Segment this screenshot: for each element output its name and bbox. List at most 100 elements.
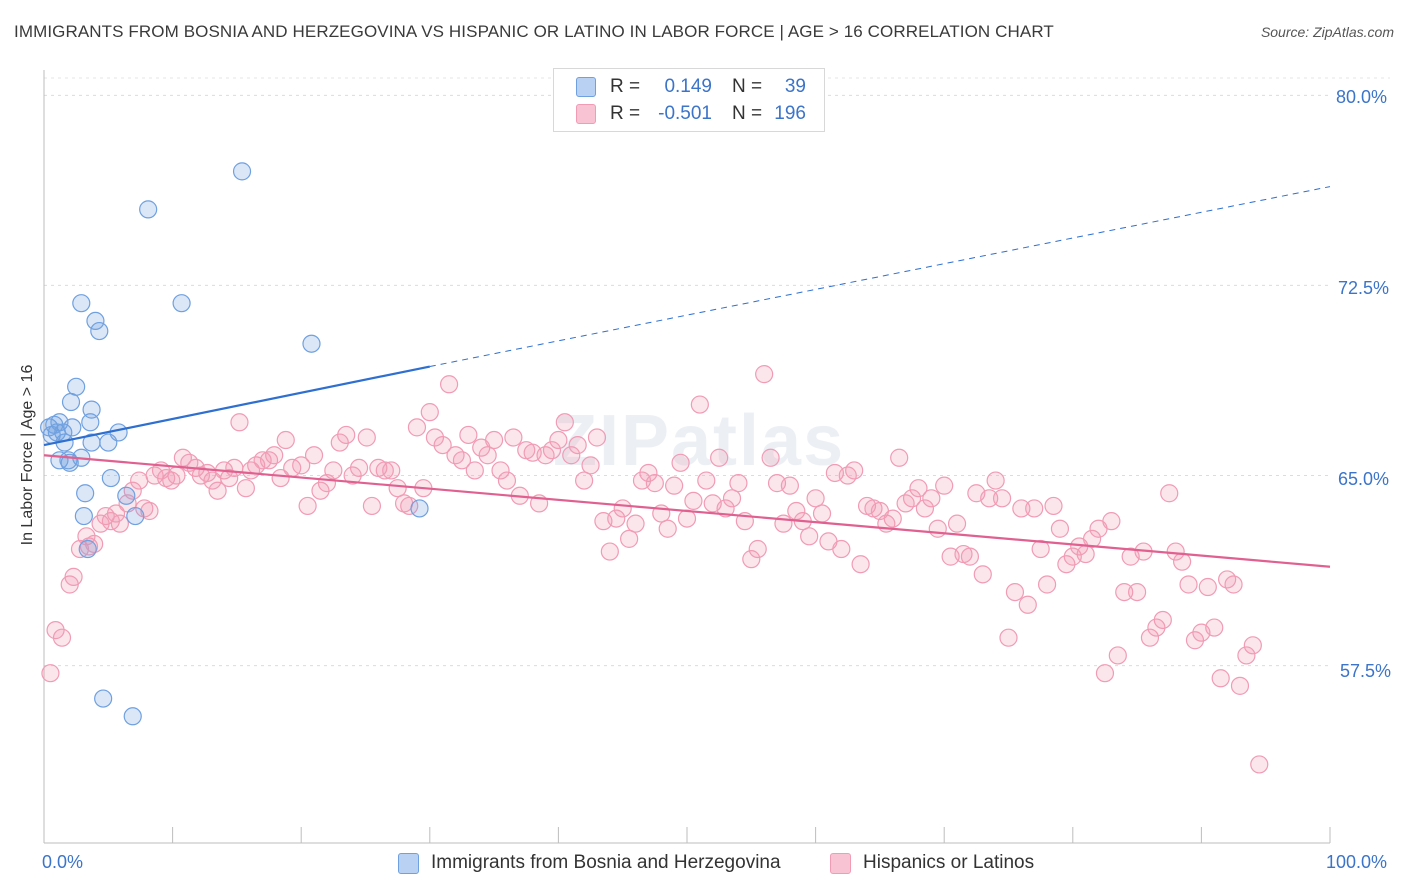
legend-label: Immigrants from Bosnia and Herzegovina <box>431 852 781 873</box>
data-point-bosnia <box>67 377 86 396</box>
data-point-hispanic <box>928 519 947 538</box>
data-point-hispanic <box>1037 575 1057 594</box>
data-point-bosnia <box>126 506 145 526</box>
data-point-hispanic <box>220 468 239 488</box>
y-tick-label-72-5: 72.5% <box>1338 278 1390 298</box>
data-point-hispanic <box>980 489 999 508</box>
data-point-hispanic <box>1095 664 1115 683</box>
data-point-bosnia <box>74 506 93 526</box>
legend-item-hispanic: Hispanics or Latinos <box>830 852 1034 874</box>
data-point-hispanic <box>1076 544 1095 564</box>
watermark-logo: ZIPatlas <box>553 401 846 481</box>
legend-swatch-blue <box>576 77 596 97</box>
data-point-hispanic <box>690 395 709 414</box>
data-point-hispanic <box>52 628 72 647</box>
data-point-hispanic <box>230 413 249 432</box>
data-point-bosnia <box>109 423 128 442</box>
data-point-hispanic <box>902 489 922 508</box>
data-point-hispanic <box>106 504 126 523</box>
data-point-hispanic <box>1250 755 1269 774</box>
data-point-hispanic <box>671 453 690 472</box>
data-point-bosnia <box>78 539 97 559</box>
data-point-bosnia <box>82 400 101 419</box>
x-tick-label-end: 100.0% <box>1326 852 1388 872</box>
data-point-hispanic <box>253 451 272 470</box>
data-point-bosnia <box>94 689 113 708</box>
data-point-hispanic <box>742 550 761 569</box>
data-point-hispanic <box>337 425 356 445</box>
data-point-hispanic <box>64 567 83 586</box>
data-point-hispanic <box>1205 618 1224 637</box>
data-point-hispanic <box>375 461 394 480</box>
legend-row-hispanic: R = -0.501 N = 196 <box>576 102 806 126</box>
data-point-hispanic <box>1224 575 1243 594</box>
data-point-hispanic <box>271 468 290 488</box>
data-point-hispanic <box>259 451 279 470</box>
data-point-hispanic <box>542 441 562 460</box>
legend-swatch-pink <box>576 104 596 124</box>
data-point-hispanic <box>581 456 600 475</box>
data-point-hispanic <box>265 446 284 465</box>
data-point-hispanic <box>800 527 819 546</box>
data-point-hispanic <box>992 489 1012 508</box>
data-point-hispanic <box>110 514 129 533</box>
data-point-bosnia <box>61 392 81 412</box>
chart-title: IMMIGRANTS FROM BOSNIA AND HERZEGOVINA V… <box>14 22 1054 41</box>
data-point-hispanic <box>276 430 295 450</box>
data-point-hispanic <box>812 504 832 523</box>
data-point-hispanic <box>986 471 1005 490</box>
data-point-hispanic <box>343 466 362 485</box>
data-point-hispanic <box>407 418 427 437</box>
data-point-hispanic <box>162 471 181 490</box>
data-point-hispanic <box>665 476 684 495</box>
data-point-hispanic <box>452 451 472 470</box>
data-point-hispanic <box>684 491 703 510</box>
data-point-hispanic <box>575 471 594 490</box>
data-point-hispanic <box>1147 618 1166 637</box>
data-point-bosnia <box>76 484 95 503</box>
data-point-hispanic <box>382 461 401 480</box>
data-point-hispanic <box>1230 676 1250 695</box>
data-point-hispanic <box>1198 577 1217 597</box>
data-point-hispanic <box>1050 519 1070 538</box>
y-axis-label: In Labor Force | Age > 16 <box>19 364 36 546</box>
data-point-hispanic <box>130 471 149 490</box>
data-point-hispanic <box>645 474 664 493</box>
data-point-hispanic <box>613 499 632 518</box>
correlation-legend: R = 0.149 N = 39 R = -0.501 N = 196 <box>553 68 825 132</box>
data-point-hispanic <box>46 621 65 640</box>
data-point-hispanic <box>1160 484 1179 503</box>
data-point-hispanic <box>639 463 658 483</box>
data-point-hispanic <box>1115 582 1134 602</box>
data-point-hispanic <box>806 489 825 508</box>
data-point-hispanic <box>620 529 639 548</box>
data-point-hispanic <box>915 499 935 518</box>
r-label: R = <box>610 103 641 124</box>
data-point-hispanic <box>697 471 716 490</box>
data-point-hispanic <box>832 539 851 559</box>
data-point-hispanic <box>41 664 60 683</box>
data-point-hispanic <box>478 446 497 465</box>
data-point-hispanic <box>607 509 626 528</box>
data-point-hispanic <box>1018 595 1037 614</box>
data-point-hispanic <box>1173 552 1192 571</box>
data-point-hispanic <box>439 375 459 394</box>
data-point-hispanic <box>1044 496 1063 516</box>
data-point-hispanic <box>774 514 793 533</box>
data-point-hispanic <box>1082 529 1102 548</box>
source-credit: Source: ZipAtlas.com <box>1260 24 1394 40</box>
data-point-bosnia <box>86 311 105 331</box>
data-point-hispanic <box>330 433 349 452</box>
data-point-hispanic <box>357 428 376 447</box>
data-point-hispanic <box>722 489 742 508</box>
data-point-bosnia <box>139 200 158 219</box>
data-point-hispanic <box>947 514 967 533</box>
data-point-hispanic <box>1211 669 1230 688</box>
n-value: 39 <box>784 76 806 97</box>
data-point-bosnia <box>90 321 109 341</box>
data-point-hispanic <box>780 476 799 495</box>
data-point-bosnia <box>302 334 321 353</box>
n-label: N = <box>732 103 763 124</box>
data-point-hispanic <box>1179 575 1198 594</box>
